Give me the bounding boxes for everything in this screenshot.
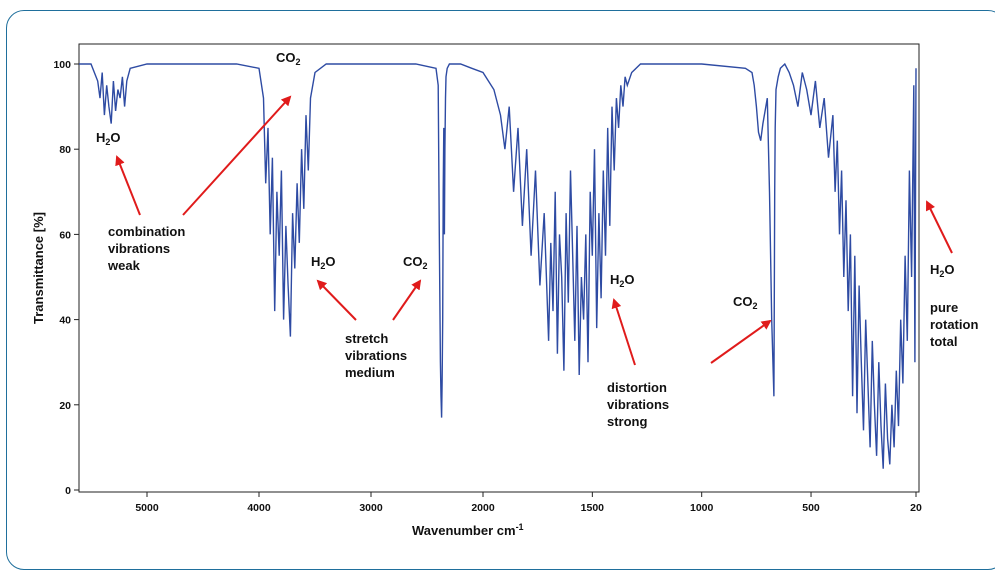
y-tick-label: 60 <box>59 229 71 241</box>
y-axis-ticks: 0 20 40 60 80 100 <box>53 59 79 497</box>
annotation-stretch: stretch vibrations medium <box>345 331 411 380</box>
x-tick-label: 20 <box>910 502 922 514</box>
annotation-combination: combination vibrations weak <box>107 224 189 273</box>
x-tick-label: 5000 <box>135 502 159 514</box>
x-tick-label: 500 <box>802 502 820 514</box>
annotation-h2o-4: H2O <box>930 262 955 279</box>
x-tick-label: 3000 <box>359 502 383 514</box>
annotation-co2-3: CO2 <box>733 294 758 311</box>
annotation-distortion: distortion vibrations strong <box>607 380 673 429</box>
annotation-co2-1: CO2 <box>276 50 301 67</box>
x-tick-label: 4000 <box>247 502 271 514</box>
arrow-stretch-to-co2 <box>392 279 422 321</box>
annotation-h2o-2: H2O <box>311 254 336 271</box>
arrow-rotation-to-spectrum <box>926 200 953 254</box>
y-tick-label: 100 <box>53 59 71 71</box>
annotations: H2O CO2 combination vibrations weak H2O … <box>96 50 982 429</box>
x-axis-title-main: Wavenumber cm <box>412 523 516 538</box>
plot-area <box>78 43 920 493</box>
x-axis-title-exponent: -1 <box>516 522 524 532</box>
spectrum-line <box>79 62 917 469</box>
arrow-stretch-to-h2o <box>316 279 357 321</box>
arrow-combination-to-h2o <box>115 155 141 216</box>
annotation-pure-rotation: pure rotation total <box>930 300 982 349</box>
annotation-h2o-1: H2O <box>96 130 121 147</box>
arrow-combination-to-co2 <box>182 95 292 216</box>
y-tick-label: 20 <box>59 400 71 412</box>
x-axis-title: Wavenumber cm-1 <box>412 522 524 538</box>
arrow-distortion-to-co2 <box>710 319 772 364</box>
arrow-distortion-to-h2o <box>611 298 636 366</box>
x-axis-ticks: 5000 4000 3000 2000 1500 1000 500 20 <box>135 492 922 514</box>
x-tick-label: 1500 <box>581 502 605 514</box>
y-tick-label: 40 <box>59 315 71 327</box>
y-axis-title: Transmittance [%] <box>31 212 46 324</box>
x-tick-label: 2000 <box>471 502 495 514</box>
annotation-co2-2: CO2 <box>403 254 428 271</box>
annotation-h2o-3: H2O <box>610 272 635 289</box>
y-tick-label: 80 <box>59 144 71 156</box>
x-tick-label: 1000 <box>690 502 714 514</box>
y-tick-label: 0 <box>65 485 71 497</box>
